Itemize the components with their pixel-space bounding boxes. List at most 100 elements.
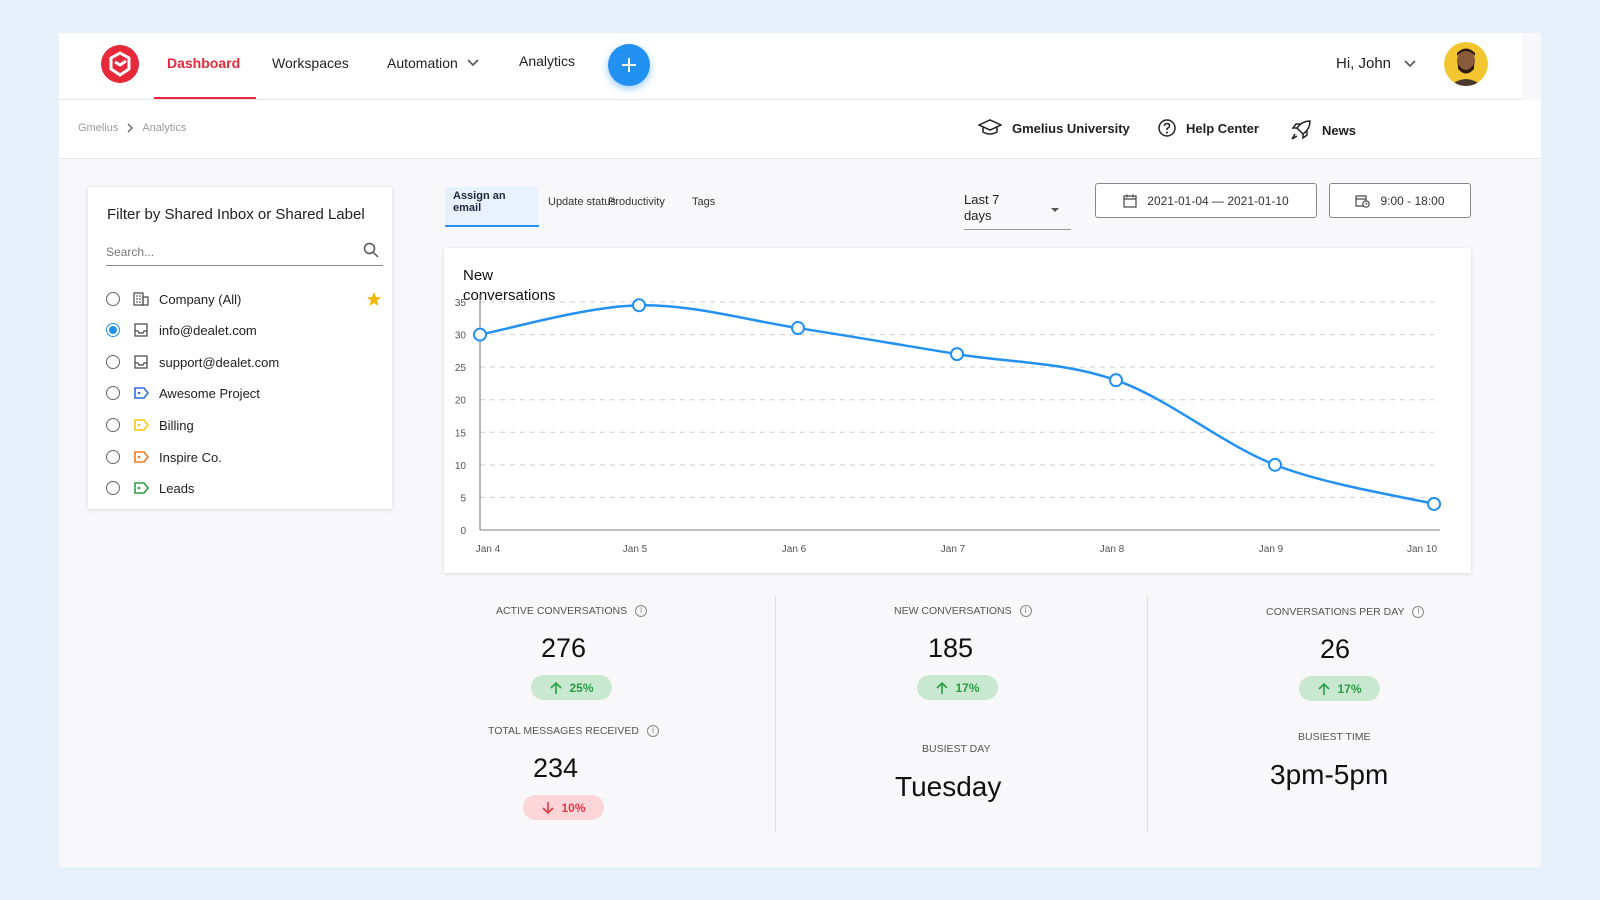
calendar-icon (1123, 194, 1137, 208)
filter-item-info-inbox[interactable]: info@dealet.com (106, 319, 384, 341)
active-conversations-value: 276 (541, 633, 587, 663)
filter-item-support-inbox[interactable]: support@dealet.com (106, 351, 384, 373)
radio-button[interactable] (106, 292, 120, 306)
radio-button[interactable] (106, 450, 120, 464)
filter-item-company-all[interactable]: Company (All) (106, 288, 384, 310)
filter-title: Filter by Shared Inbox or Shared Label (107, 206, 365, 223)
radio-button[interactable] (106, 386, 120, 400)
total-messages-label: Total Messages Received i (488, 725, 659, 737)
data-point (473, 327, 487, 342)
tab-tags[interactable]: Tags (692, 196, 716, 208)
filter-item-label: Billing (159, 417, 194, 433)
star-icon[interactable] (366, 291, 382, 307)
y-tick-label: 25 (455, 363, 467, 374)
new-conversations-value: 185 (928, 633, 974, 663)
filter-item-label: Company (All) (159, 291, 242, 307)
info-icon[interactable]: i (646, 725, 659, 737)
date-range-button[interactable]: 2021-01-04 — 2021-01-10 (1095, 183, 1317, 218)
sub-header: Gmelius Analytics Gmelius University Hel… (59, 100, 1541, 159)
data-point (1268, 457, 1282, 472)
filter-item-label: Inspire Co. (159, 449, 222, 465)
filter-item-awesome-project[interactable]: Awesome Project (106, 382, 384, 404)
filter-search-input[interactable]: Search... (106, 241, 383, 266)
conversations-per-day-label: Conversations per day i (1266, 606, 1425, 618)
period-select-value: Last 7 days (964, 192, 1000, 223)
y-tick-label: 10 (455, 461, 467, 472)
radio-button[interactable] (106, 481, 120, 495)
gmelius-logo-icon[interactable] (101, 45, 139, 83)
inbox-icon (133, 355, 149, 369)
help-center-link[interactable]: Help Center (1158, 119, 1259, 137)
breadcrumb-item-gmelius[interactable]: Gmelius (78, 122, 119, 134)
y-tick-label: 30 (455, 331, 467, 342)
time-range-button[interactable]: 9:00 - 18:00 (1329, 183, 1471, 218)
top-navigation: Dashboard Workspaces Automation Analytic… (59, 33, 1522, 100)
nav-dashboard[interactable]: Dashboard (167, 55, 241, 71)
period-select[interactable]: Last 7 days (964, 192, 1071, 230)
y-tick-label: 0 (460, 526, 466, 537)
building-icon (133, 292, 149, 306)
data-point (1427, 496, 1441, 511)
app-window: Dashboard Workspaces Automation Analytic… (59, 33, 1541, 867)
news-link[interactable]: News (1290, 119, 1356, 141)
filter-item-label: Awesome Project (159, 385, 260, 401)
line-chart: New conversations 0 5 10 15 20 25 30 35 Jan 4 Jan 5… (455, 267, 1441, 555)
tab-active-indicator (445, 225, 539, 227)
info-icon[interactable]: i (1019, 605, 1032, 617)
conversations-per-day-value: 26 (1320, 634, 1351, 664)
info-icon[interactable]: i (635, 605, 648, 617)
chart-title-line2: conversations (463, 287, 556, 304)
x-tick-label: Jan 10 (1407, 544, 1437, 555)
rocket-icon (1291, 120, 1311, 140)
chevron-down-icon (1404, 59, 1416, 67)
busiest-time-label: Busiest Time (1298, 731, 1371, 743)
nav-automation[interactable]: Automation (387, 55, 480, 71)
inbox-icon (133, 323, 149, 337)
total-messages-value: 234 (533, 753, 579, 783)
arrow-up-icon (936, 681, 949, 694)
help-circle-icon (1158, 119, 1176, 137)
tab-assign-email[interactable]: Assign an email (445, 187, 538, 225)
radio-button[interactable] (106, 418, 120, 432)
label-icon (133, 386, 149, 400)
breadcrumb-item-analytics[interactable]: Analytics (142, 122, 187, 134)
x-tick-label: Jan 7 (941, 544, 966, 555)
active-conversations-change: 25% (531, 675, 612, 700)
data-point (1109, 373, 1123, 388)
x-tick-label: Jan 4 (476, 544, 501, 555)
chevron-down-icon (467, 59, 479, 67)
filter-item-billing[interactable]: Billing (106, 414, 384, 436)
filter-item-inspire-co[interactable]: Inspire Co. (106, 446, 384, 468)
graduation-cap-icon (978, 119, 1002, 135)
nav-active-indicator (154, 97, 256, 99)
radio-button-selected[interactable] (106, 323, 120, 337)
info-icon[interactable]: i (1412, 606, 1425, 618)
search-icon[interactable] (363, 242, 379, 258)
arrow-up-icon (550, 681, 563, 694)
conversations-per-day-change: 17% (1299, 676, 1380, 701)
add-button[interactable] (608, 44, 650, 86)
busiest-day-label: Busiest Day (922, 743, 991, 755)
stats-divider (1147, 596, 1148, 832)
avatar[interactable] (1444, 42, 1488, 86)
nav-analytics[interactable]: Analytics (519, 53, 576, 69)
filter-item-label: Leads (159, 480, 195, 496)
y-tick-label: 5 (460, 493, 466, 504)
gmelius-university-link[interactable]: Gmelius University (978, 119, 1130, 137)
filter-item-leads[interactable]: Leads (106, 477, 384, 499)
label-icon (133, 450, 149, 464)
y-tick-label: 35 (455, 298, 467, 309)
filter-card: Filter by Shared Inbox or Shared Label S… (88, 187, 392, 509)
caret-down-icon (1051, 208, 1059, 212)
new-conversations-label: New Conversations i (894, 605, 1032, 617)
nav-workspaces[interactable]: Workspaces (272, 55, 349, 71)
greeting-text: Hi, John (1336, 55, 1392, 72)
user-menu[interactable]: Hi, John (1336, 55, 1417, 72)
radio-button[interactable] (106, 355, 120, 369)
tab-update-status[interactable]: Update status (548, 196, 616, 208)
tab-productivity[interactable]: Productivity (608, 196, 665, 208)
breadcrumb: Gmelius Analytics (78, 122, 186, 134)
total-messages-change: 10% (523, 795, 604, 820)
arrow-down-icon (542, 801, 555, 814)
busiest-day-value: Tuesday (895, 771, 1002, 802)
